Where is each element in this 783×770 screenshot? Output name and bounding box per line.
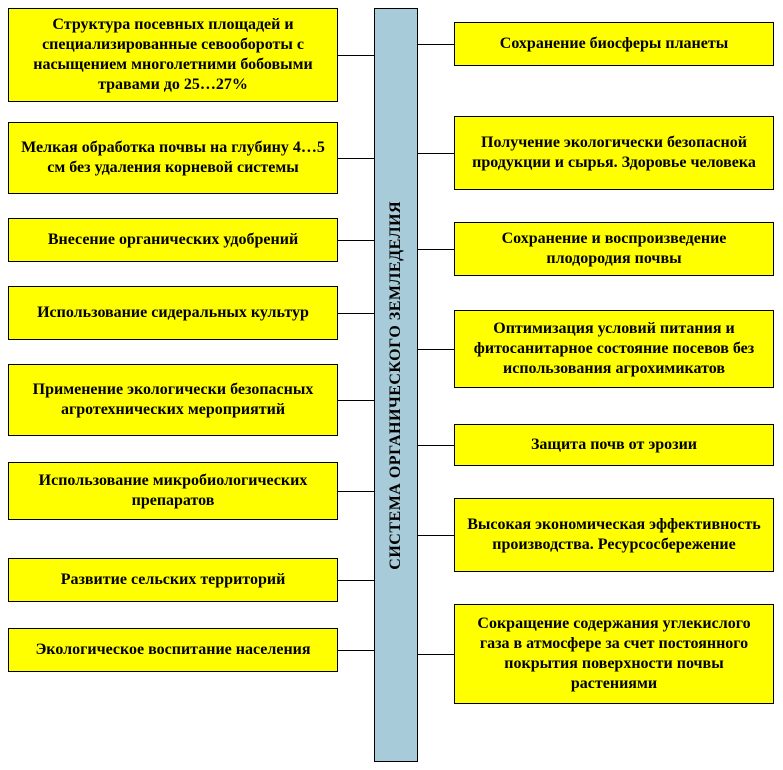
right-node-label: Высокая экономическая эффективность прои… (461, 515, 767, 555)
left-node: Структура посевных площадей и специализи… (8, 8, 338, 102)
connector (338, 313, 374, 314)
right-node: Высокая экономическая эффективность прои… (454, 498, 774, 572)
connector (338, 158, 374, 159)
connector (338, 650, 374, 651)
connector (418, 153, 454, 154)
right-node-label: Защита почв от эрозии (531, 435, 697, 455)
left-node-label: Развитие сельских территорий (61, 570, 286, 590)
left-node: Использование микробиологических препара… (8, 462, 338, 520)
connector (418, 654, 454, 655)
left-node: Внесение органических удобрений (8, 218, 338, 262)
connector (418, 535, 454, 536)
left-node-label: Мелкая обработка почвы на глубину 4…5 см… (15, 138, 331, 178)
connector (338, 400, 374, 401)
connector (338, 55, 374, 56)
left-node: Мелкая обработка почвы на глубину 4…5 см… (8, 122, 338, 194)
left-node-label: Использование сидеральных культур (37, 303, 309, 323)
center-bar-title: СИСТЕМА ОРГАНИЧЕСКОГО ЗЕМЛЕДЕЛИЯ (387, 201, 405, 570)
left-node: Применение экологически безопасных агрот… (8, 364, 338, 436)
right-node: Сокращение содержания углекислого газа в… (454, 604, 774, 704)
right-node: Оптимизация условий питания и фитосанита… (454, 310, 774, 388)
left-node-label: Внесение органических удобрений (48, 230, 298, 250)
connector (418, 44, 454, 45)
left-node: Развитие сельских территорий (8, 558, 338, 602)
right-node-label: Сохранение биосферы планеты (500, 34, 728, 54)
right-node-label: Получение экологически безопасной продук… (461, 133, 767, 173)
right-node-label: Сохранение и воспроизведение плодородия … (461, 229, 767, 269)
connector (418, 249, 454, 250)
left-node-label: Экологическое воспитание населения (35, 640, 310, 660)
right-node: Сохранение биосферы планеты (454, 22, 774, 66)
left-node: Использование сидеральных культур (8, 286, 338, 340)
left-node: Экологическое воспитание населения (8, 628, 338, 672)
right-node-label: Оптимизация условий питания и фитосанита… (461, 319, 767, 379)
left-node-label: Структура посевных площадей и специализи… (15, 15, 331, 95)
organic-farming-diagram: СИСТЕМА ОРГАНИЧЕСКОГО ЗЕМЛЕДЕЛИЯ Структур… (0, 0, 783, 770)
connector (338, 580, 374, 581)
connector (418, 445, 454, 446)
right-node: Сохранение и воспроизведение плодородия … (454, 222, 774, 276)
left-node-label: Использование микробиологических препара… (15, 471, 331, 511)
left-node-label: Применение экологически безопасных агрот… (15, 380, 331, 420)
right-node-label: Сокращение содержания углекислого газа в… (461, 614, 767, 694)
connector (338, 240, 374, 241)
right-node: Получение экологически безопасной продук… (454, 116, 774, 190)
connector (338, 491, 374, 492)
connector (418, 349, 454, 350)
center-bar: СИСТЕМА ОРГАНИЧЕСКОГО ЗЕМЛЕДЕЛИЯ (374, 8, 418, 762)
right-node: Защита почв от эрозии (454, 424, 774, 466)
